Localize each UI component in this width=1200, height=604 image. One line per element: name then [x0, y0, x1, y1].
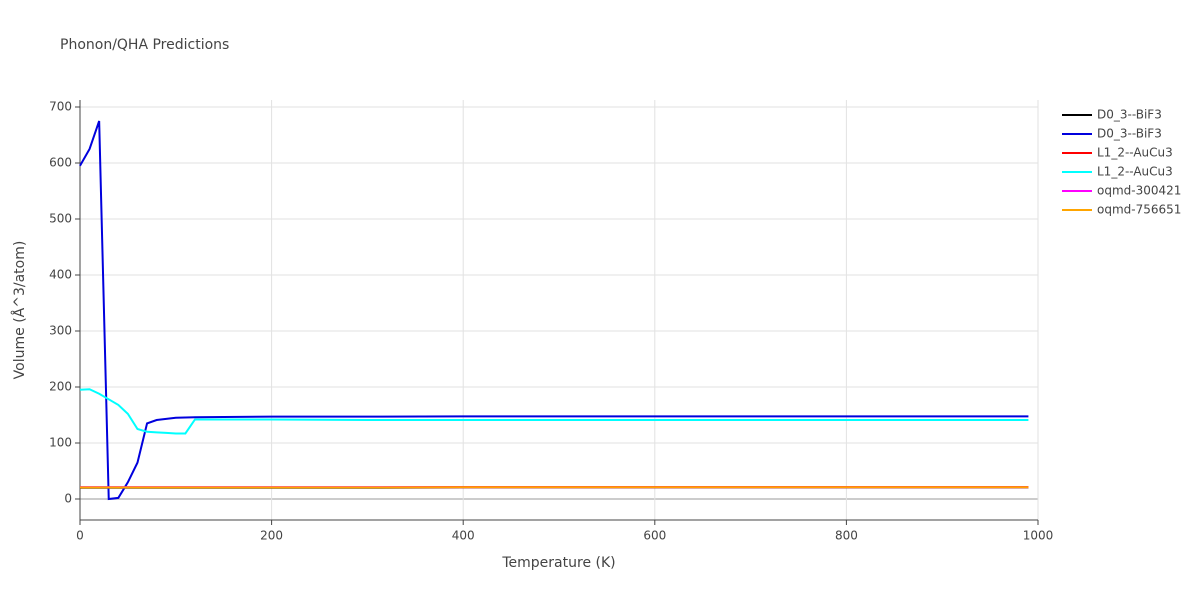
y-tick-label: 700	[49, 100, 72, 114]
x-axis-title: Temperature (K)	[501, 555, 615, 571]
y-tick-label: 200	[49, 380, 72, 394]
legend-label: D0_3--BiF3	[1097, 108, 1162, 122]
legend-label: oqmd-756651	[1097, 203, 1181, 217]
y-tick-label: 300	[49, 324, 72, 338]
series-line	[80, 121, 1028, 499]
y-tick-label: 500	[49, 212, 72, 226]
series-line	[80, 389, 1028, 433]
legend-label: L1_2--AuCu3	[1097, 165, 1173, 179]
legend-label: L1_2--AuCu3	[1097, 146, 1173, 160]
legend-label: oqmd-300421	[1097, 184, 1181, 198]
x-tick-label: 0	[76, 529, 84, 543]
x-tick-label: 1000	[1023, 529, 1054, 543]
y-tick-label: 100	[49, 436, 72, 450]
chart-title: Phonon/QHA Predictions	[60, 37, 229, 53]
legend-label: D0_3--BiF3	[1097, 127, 1162, 141]
x-tick-label: 400	[452, 529, 475, 543]
x-tick-label: 800	[835, 529, 858, 543]
y-axis-title: Volume (Å^3/atom)	[11, 241, 28, 380]
y-tick-label: 400	[49, 268, 72, 282]
y-tick-label: 600	[49, 156, 72, 170]
x-tick-label: 200	[260, 529, 283, 543]
x-tick-label: 600	[643, 529, 666, 543]
y-tick-label: 0	[64, 492, 72, 506]
